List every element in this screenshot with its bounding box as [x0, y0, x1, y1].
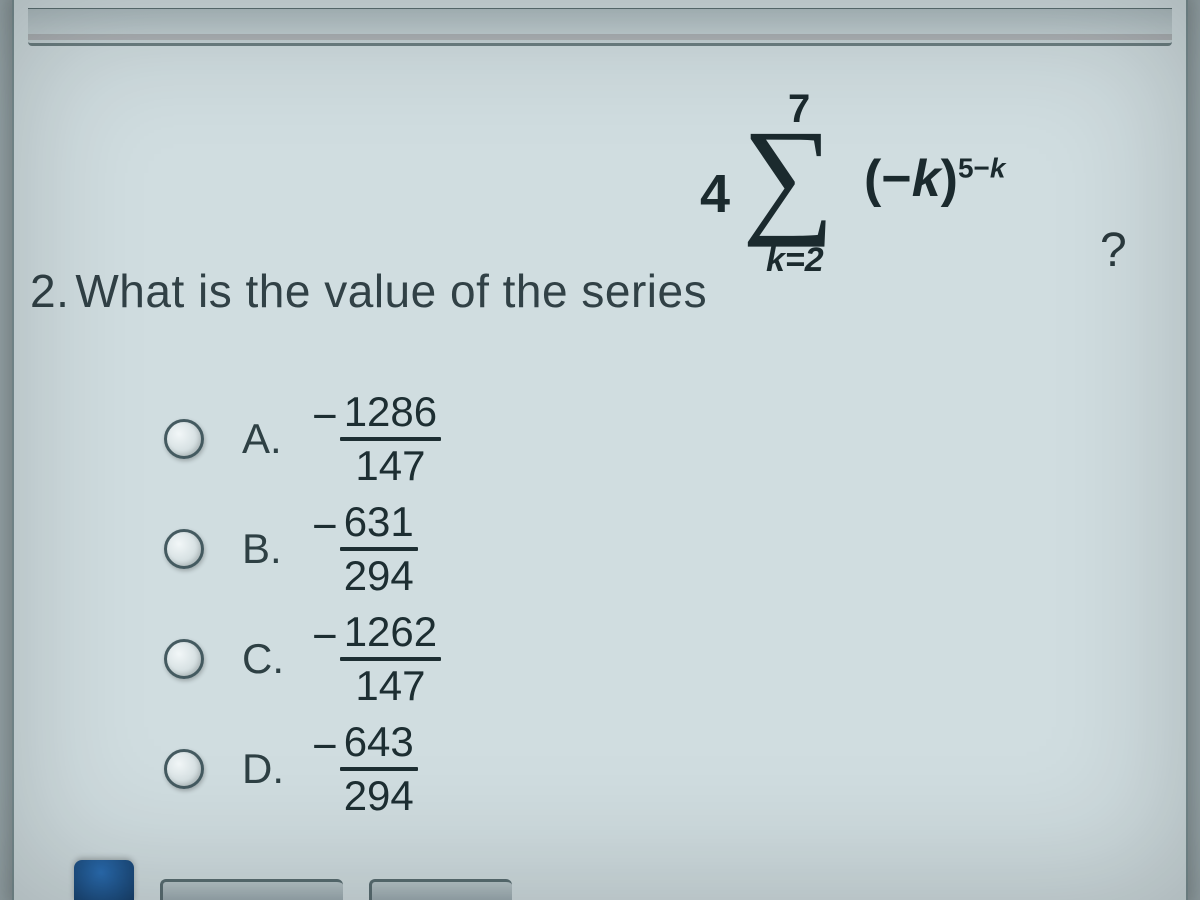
option-a[interactable]: A. − 1286 147	[164, 388, 564, 490]
question-row: 2. What is the value of the series 4 ∑ 7…	[30, 208, 1190, 318]
option-c[interactable]: C. − 1262 147	[164, 608, 564, 710]
bottom-controls-peek	[74, 852, 534, 900]
option-letter: C.	[242, 635, 312, 683]
question-text: What is the value of the series	[75, 264, 707, 318]
option-letter: A.	[242, 415, 312, 463]
accent-stripe	[28, 34, 1172, 40]
option-letter: B.	[242, 525, 312, 573]
primary-button-peek[interactable]	[74, 860, 134, 900]
summand-expression: (−k)5−k	[864, 149, 1005, 209]
coefficient: 4	[700, 163, 730, 225]
quiz-card: 2. What is the value of the series 4 ∑ 7…	[12, 0, 1188, 900]
card-header-bar	[28, 8, 1172, 46]
radio-c[interactable]	[164, 639, 204, 679]
option-value: − 643 294	[312, 720, 418, 818]
option-letter: D.	[242, 745, 312, 793]
option-value: − 1286 147	[312, 390, 441, 488]
option-value: − 631 294	[312, 500, 418, 598]
radio-b[interactable]	[164, 529, 204, 569]
secondary-button-peek-1[interactable]	[160, 879, 343, 900]
sigma-upper-limit: 7	[788, 87, 810, 132]
series-formula: 4 ∑ 7 k=2 (−k)5−k ?	[700, 93, 1100, 293]
option-value: − 1262 147	[312, 610, 441, 708]
radio-a[interactable]	[164, 419, 204, 459]
question-mark: ?	[1100, 223, 1127, 278]
option-d[interactable]: D. − 643 294	[164, 718, 564, 820]
question-number: 2.	[30, 264, 69, 318]
answer-options: A. − 1286 147 B. − 631 294	[164, 388, 564, 828]
option-b[interactable]: B. − 631 294	[164, 498, 564, 600]
radio-d[interactable]	[164, 749, 204, 789]
secondary-button-peek-2[interactable]	[369, 879, 512, 900]
sigma-lower-limit: k=2	[766, 241, 824, 280]
